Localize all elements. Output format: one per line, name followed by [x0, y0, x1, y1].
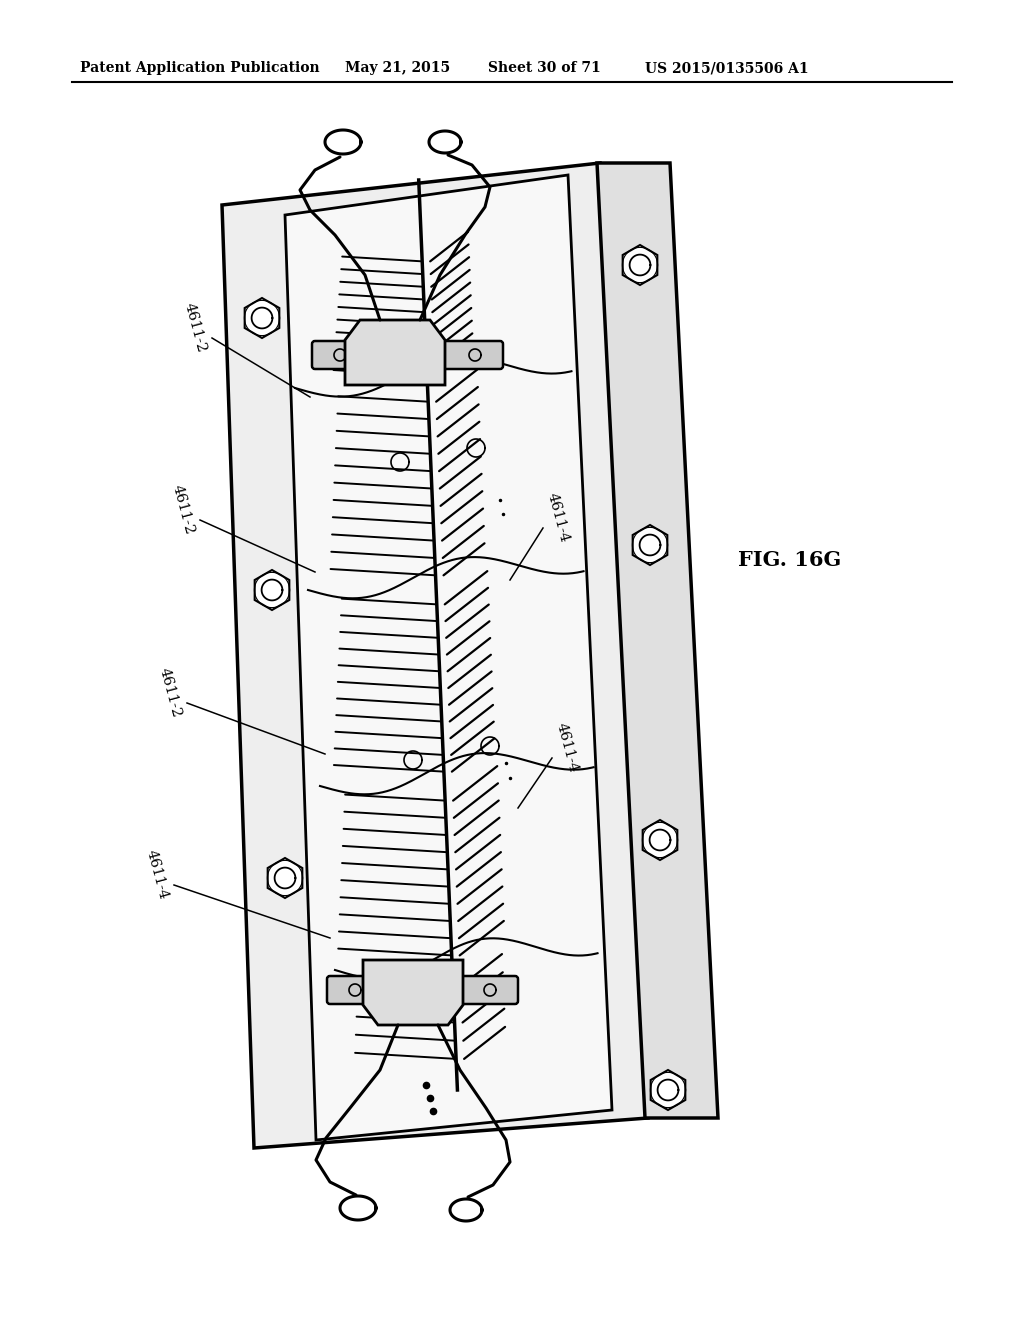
Polygon shape: [267, 858, 302, 898]
Text: 4611-4: 4611-4: [143, 849, 170, 902]
Text: 4611-2: 4611-2: [170, 483, 197, 536]
Polygon shape: [245, 298, 280, 338]
Polygon shape: [362, 960, 463, 1026]
Text: May 21, 2015: May 21, 2015: [345, 61, 451, 75]
Text: US 2015/0135506 A1: US 2015/0135506 A1: [645, 61, 809, 75]
Polygon shape: [623, 246, 657, 285]
FancyBboxPatch shape: [312, 341, 503, 370]
Text: 4611-4: 4611-4: [554, 722, 581, 775]
Text: 4611-2: 4611-2: [181, 301, 208, 355]
Polygon shape: [222, 162, 648, 1148]
Text: 4611-2: 4611-2: [157, 667, 183, 719]
Text: Sheet 30 of 71: Sheet 30 of 71: [488, 61, 601, 75]
Polygon shape: [345, 319, 445, 385]
FancyBboxPatch shape: [327, 975, 518, 1005]
Polygon shape: [597, 162, 718, 1118]
Text: FIG. 16G: FIG. 16G: [738, 550, 842, 570]
Text: 4611-4: 4611-4: [545, 491, 571, 544]
Polygon shape: [255, 570, 290, 610]
Polygon shape: [633, 525, 668, 565]
Polygon shape: [643, 820, 677, 861]
Polygon shape: [285, 176, 612, 1140]
Text: Patent Application Publication: Patent Application Publication: [80, 61, 319, 75]
Polygon shape: [650, 1071, 685, 1110]
